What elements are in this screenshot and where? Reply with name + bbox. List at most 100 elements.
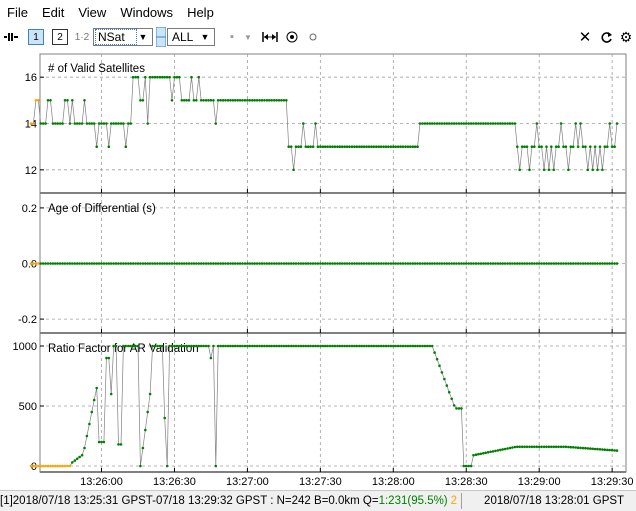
data-point-age: [134, 262, 137, 265]
dropdown-small-icon[interactable]: ▼: [244, 32, 252, 42]
data-point-age: [207, 262, 210, 265]
menu-file[interactable]: File: [7, 5, 28, 20]
data-point-ratio: [581, 446, 585, 450]
data-point-age: [547, 262, 551, 265]
data-point-nsat: [229, 99, 232, 102]
data-point-nsat: [58, 122, 62, 125]
data-point-age: [365, 262, 368, 265]
data-point-nsat: [506, 122, 509, 125]
data-point-nsat: [238, 99, 242, 102]
data-point-nsat: [443, 122, 446, 125]
connect-icon[interactable]: [0, 28, 22, 46]
data-point-age: [216, 262, 220, 265]
data-point-ratio: [601, 448, 604, 451]
circle-icon[interactable]: [303, 28, 323, 46]
data-point-nsat: [518, 168, 521, 172]
data-point-age: [413, 262, 417, 265]
data-point-age: [78, 262, 81, 265]
data-point-ratio: [151, 344, 154, 348]
data-point-nsat: [530, 145, 534, 148]
data-point-nsat: [323, 145, 327, 148]
data-point-ratio: [134, 344, 137, 348]
data-point-nsat: [523, 145, 526, 148]
data-point-age: [513, 262, 517, 265]
data-point-nsat: [268, 99, 271, 102]
data-point-nsat: [112, 122, 115, 125]
data-point-nsat: [477, 122, 480, 125]
data-point-ratio: [467, 464, 471, 468]
plot-area[interactable]: 121416# of Valid Satellites0.20.0-0.2Age…: [0, 48, 636, 490]
data-point-nsat: [114, 122, 118, 125]
data-point-ratio: [253, 344, 256, 348]
data-point-ratio: [83, 446, 86, 450]
data-point-ratio: [51, 464, 55, 468]
data-point-age: [343, 262, 347, 265]
data-point-nsat: [144, 75, 147, 79]
data-point-nsat: [447, 122, 451, 125]
layout-12-button[interactable]: 1·2: [74, 31, 90, 43]
data-point-ratio: [321, 344, 325, 348]
data-point-ratio: [285, 344, 288, 348]
refresh-icon[interactable]: [596, 28, 616, 46]
data-point-nsat: [209, 99, 213, 102]
data-point-ratio: [574, 446, 577, 449]
menu-help[interactable]: Help: [187, 5, 214, 20]
center-target-icon[interactable]: [281, 28, 303, 46]
data-point-age: [85, 262, 89, 265]
data-point-nsat: [528, 168, 531, 172]
gear-icon[interactable]: ⚙: [619, 28, 633, 45]
data-point-nsat: [255, 99, 259, 102]
data-point-nsat: [571, 145, 575, 148]
data-point-ratio: [153, 344, 157, 348]
data-point-nsat: [472, 122, 475, 125]
data-point-nsat: [71, 99, 74, 102]
data-point-age: [472, 262, 475, 265]
data-point-nsat: [375, 145, 378, 148]
data-point-age: [219, 262, 222, 265]
data-point-ratio: [277, 344, 281, 348]
data-point-ratio: [275, 344, 278, 348]
data-point-ratio: [530, 445, 534, 449]
layout-1-button[interactable]: 1: [28, 29, 44, 45]
menu-edit[interactable]: Edit: [41, 5, 65, 20]
data-point-ratio: [384, 344, 388, 348]
data-point-nsat: [501, 122, 505, 125]
data-point-age: [124, 262, 128, 265]
data-point-nsat: [520, 145, 524, 148]
data-point-ratio: [540, 445, 543, 449]
data-point-age: [282, 262, 286, 265]
data-point-age: [88, 262, 91, 265]
menu-windows[interactable]: Windows: [120, 5, 174, 20]
data-point-age: [311, 262, 315, 265]
menu-view[interactable]: View: [78, 5, 107, 20]
data-point-nsat: [469, 122, 473, 125]
fit-horizontal-icon[interactable]: [259, 28, 281, 46]
layout-2-button[interactable]: 2: [52, 29, 68, 45]
data-point-nsat: [613, 145, 616, 148]
dot-icon[interactable]: ▪: [230, 31, 234, 43]
data-point-ratio: [328, 344, 332, 348]
data-point-ratio: [105, 356, 108, 360]
data-point-ratio: [331, 344, 334, 348]
data-point-ratio: [117, 443, 120, 446]
data-point-nsat: [49, 99, 52, 102]
data-point-age: [525, 262, 529, 265]
data-point-age: [377, 262, 381, 265]
data-point-age: [29, 262, 33, 265]
data-point-ratio: [32, 464, 35, 468]
split-toggle-icon[interactable]: [155, 27, 167, 47]
data-point-nsat: [54, 122, 57, 125]
data-point-ratio: [263, 344, 266, 348]
data-point-nsat: [413, 145, 417, 148]
data-point-ratio: [489, 450, 492, 454]
plot-canvas[interactable]: 121416# of Valid Satellites0.20.0-0.2Age…: [0, 48, 636, 490]
data-point-age: [460, 262, 463, 265]
plot-type-select[interactable]: NSat ▼: [93, 28, 153, 46]
satellite-filter-select[interactable]: ALL ▼: [167, 28, 215, 46]
data-point-ratio: [199, 344, 203, 348]
data-point-nsat: [61, 122, 64, 125]
data-point-ratio: [258, 344, 261, 348]
data-point-nsat: [34, 99, 38, 102]
data-point-age: [231, 262, 235, 265]
close-icon[interactable]: ✕: [578, 29, 592, 46]
